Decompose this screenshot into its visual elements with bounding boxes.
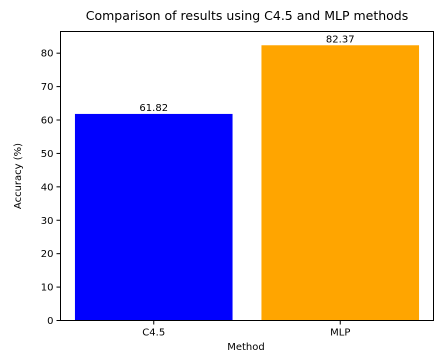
y-tick-label: 30 bbox=[41, 216, 54, 227]
y-tick-label: 40 bbox=[41, 182, 54, 193]
y-tick-label: 20 bbox=[41, 249, 54, 260]
bar-c4-5 bbox=[74, 113, 233, 321]
y-tick-label: 80 bbox=[41, 49, 54, 60]
y-tick-label: 60 bbox=[41, 116, 54, 127]
data-label: 82.37 bbox=[326, 34, 355, 45]
bars-group bbox=[74, 45, 420, 321]
y-tick-label: 50 bbox=[41, 149, 54, 160]
y-tick-label: 10 bbox=[41, 283, 54, 294]
x-tick-label: C4.5 bbox=[142, 328, 165, 339]
data-labels-group: 61.82 82.37 bbox=[139, 34, 354, 114]
data-label: 61.82 bbox=[139, 103, 168, 114]
x-tick-label: MLP bbox=[330, 328, 350, 339]
x-axis: C4.5 MLP bbox=[142, 320, 350, 339]
y-axis: 0 10 20 30 40 50 60 70 80 bbox=[41, 49, 61, 327]
x-axis-label: Method bbox=[227, 342, 265, 353]
bar-mlp bbox=[261, 45, 420, 321]
y-axis-label: Accuracy (%) bbox=[13, 143, 24, 209]
chart-title: Comparison of results using C4.5 and MLP… bbox=[86, 8, 409, 23]
y-tick-label: 0 bbox=[47, 316, 53, 327]
plot-frame bbox=[60, 31, 434, 321]
y-tick-label: 70 bbox=[41, 82, 54, 93]
